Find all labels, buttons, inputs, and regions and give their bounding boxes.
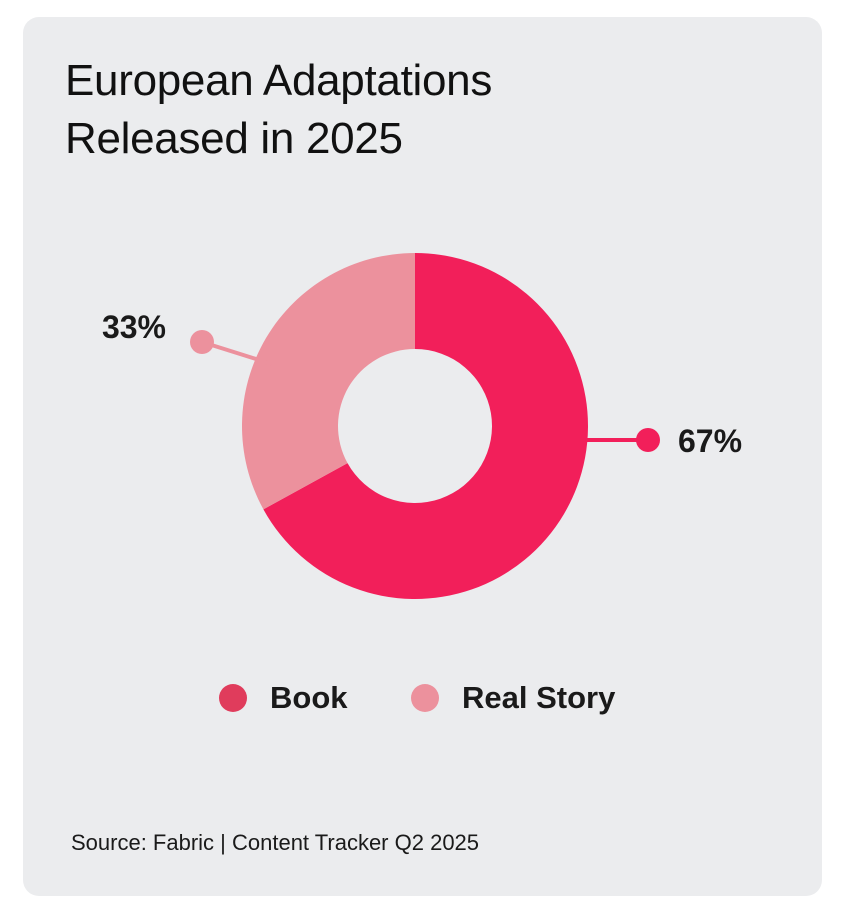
legend-label-book: Book xyxy=(270,680,348,715)
slice-book xyxy=(263,253,588,599)
legend-label-real-story: Real Story xyxy=(462,680,616,715)
leader-dot-real-story xyxy=(190,330,214,354)
chart-title-line-2: Released in 2025 xyxy=(65,114,403,163)
legend-item-real-story: Real Story xyxy=(411,676,615,720)
leader-dot-book xyxy=(636,428,660,452)
legend-item-book: Book xyxy=(219,676,348,720)
slice-real-story xyxy=(241,253,415,510)
source-note: Source: Fabric | Content Tracker Q2 2025 xyxy=(71,830,480,855)
chart-title-line-1: European Adaptations xyxy=(65,56,493,105)
legend: Book Real Story xyxy=(0,676,845,720)
legend-swatch-book xyxy=(219,684,247,712)
chart-card xyxy=(23,17,822,896)
chart-title: European Adaptations Released in 2025 xyxy=(65,52,765,168)
leader-line-real-story xyxy=(201,340,273,366)
legend-swatch-real-story xyxy=(411,684,439,712)
data-label-real-story: 33% xyxy=(102,309,166,345)
data-label-book: 67% xyxy=(678,423,742,459)
